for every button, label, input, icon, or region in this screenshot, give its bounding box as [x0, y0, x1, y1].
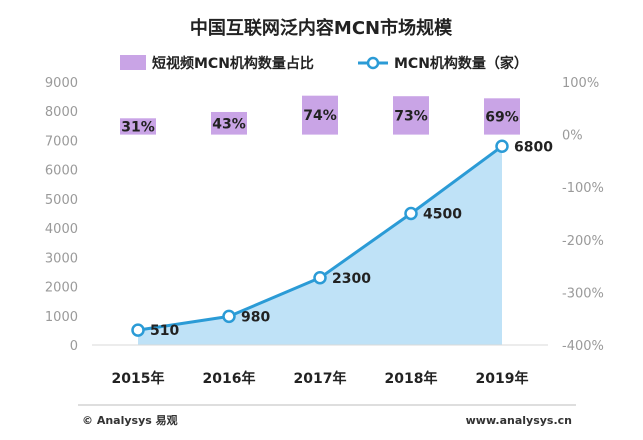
y-left-tick-label: 7000: [45, 134, 78, 149]
y-left-tick-label: 2000: [45, 281, 78, 296]
y-right-tick-label: -100%: [562, 181, 604, 196]
legend-bar-swatch: [120, 55, 146, 70]
footer-website: www.analysys.cn: [466, 414, 572, 427]
y-right-tick-label: -400%: [562, 339, 604, 354]
bar-2015年: [120, 118, 156, 135]
bar-2017年: [302, 95, 338, 135]
bar-layer: [120, 95, 520, 135]
bar-data-label: 31%: [121, 119, 155, 135]
legend-bar-label: 短视频MCN机构数量占比: [152, 55, 314, 72]
bar-2016年: [211, 111, 247, 135]
bar-2018年: [393, 96, 429, 135]
y-axis-right: -400% -300% -200% -100% 0% 100%: [562, 76, 604, 354]
y-left-tick-label: 8000: [45, 105, 78, 120]
line-data-label: 6800: [514, 139, 553, 155]
marker-layer: [131, 139, 509, 337]
footer-copyright: © Analysys 易观: [82, 414, 178, 427]
line-data-label: 4500: [423, 207, 462, 223]
x-tick-label: 2018年: [385, 370, 438, 387]
legend-line-marker: [366, 56, 380, 70]
y-axis-left: 0 1000 2000 3000 4000 5000 6000 7000 8000 9000: [45, 76, 78, 354]
bar-2019年: [484, 98, 520, 135]
y-left-tick-label: 0: [70, 339, 78, 354]
y-left-tick-label: 1000: [45, 310, 78, 325]
legend-line-label: MCN机构数量（家）: [394, 55, 528, 72]
y-left-tick-label: 6000: [45, 164, 78, 179]
line-point-2016年: [222, 309, 236, 324]
y-right-tick-label: 0%: [562, 129, 583, 144]
y-right-tick-label: 100%: [562, 76, 599, 91]
y-right-tick-label: -200%: [562, 234, 604, 249]
x-tick-label: 2019年: [476, 370, 529, 387]
line-point-2019年: [495, 139, 509, 154]
x-axis: 2015年 2016年 2017年 2018年 2019年: [112, 370, 529, 387]
line-point-2015年: [131, 323, 145, 337]
line-data-label: 980: [241, 309, 270, 325]
line-point-2017年: [313, 271, 327, 285]
x-tick-label: 2017年: [294, 370, 347, 387]
label-layer: 31% 43% 74% 73% 69% 510 980 2300 4500 6800: [121, 108, 553, 339]
legend: 短视频MCN机构数量占比 MCN机构数量（家）: [120, 55, 528, 72]
y-left-tick-label: 4000: [45, 222, 78, 237]
line-data-label: 510: [150, 323, 179, 339]
line-point-2018年: [404, 206, 418, 221]
y-left-tick-label: 3000: [45, 251, 78, 266]
x-tick-label: 2016年: [203, 370, 256, 387]
area-layer: [138, 146, 502, 345]
line-area-fill: [138, 146, 502, 345]
x-tick-label: 2015年: [112, 370, 165, 387]
bar-data-label: 43%: [212, 116, 246, 132]
y-left-tick-label: 9000: [45, 76, 78, 91]
bar-data-label: 73%: [394, 108, 428, 124]
bar-data-label: 69%: [485, 109, 519, 125]
line-data-label: 2300: [332, 271, 371, 287]
bar-data-label: 74%: [303, 108, 337, 124]
y-right-tick-label: -300%: [562, 286, 604, 301]
y-left-tick-label: 5000: [45, 193, 78, 208]
chart-title: 中国互联网泛内容MCN市场规模: [190, 17, 453, 39]
